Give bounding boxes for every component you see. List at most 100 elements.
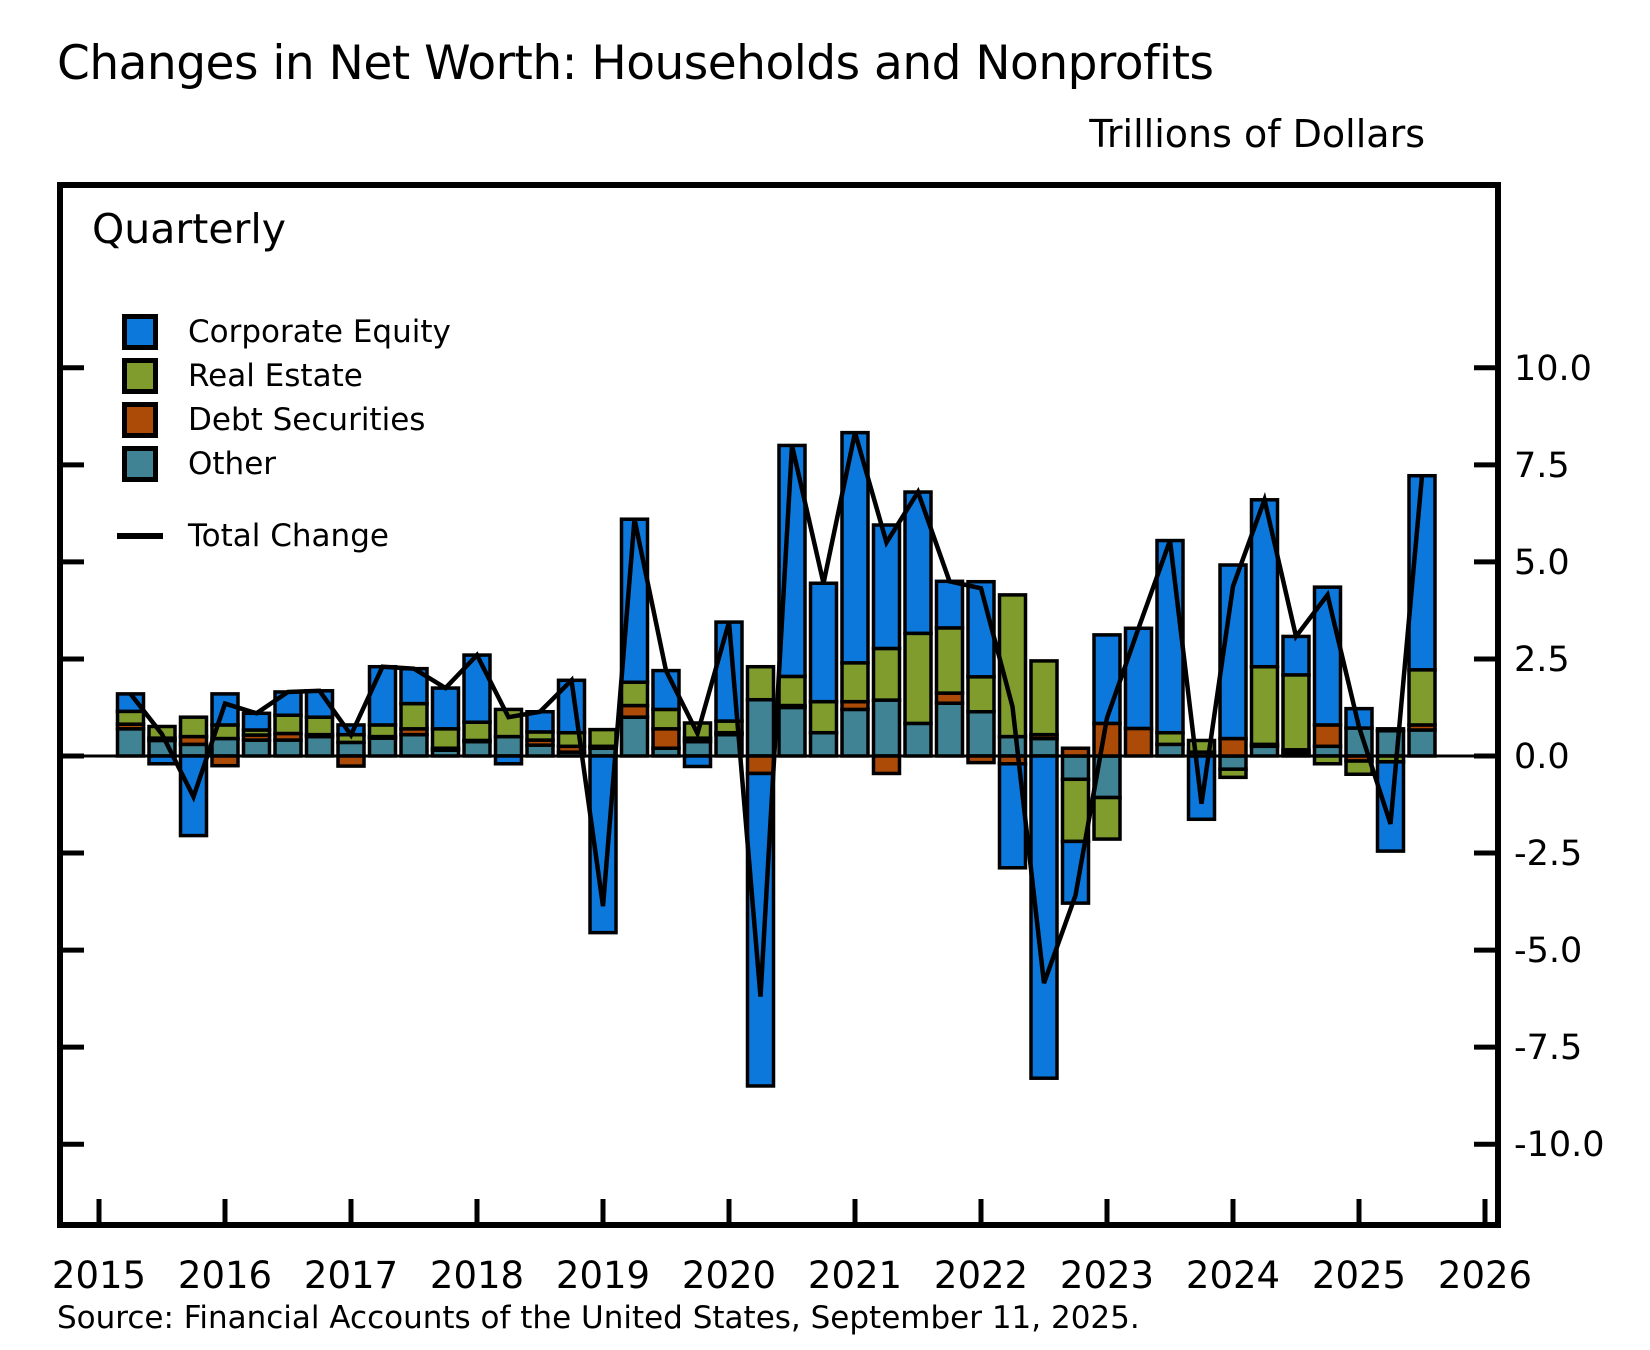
frequency-label: Quarterly (92, 205, 287, 253)
total-change-line (128, 432, 1425, 997)
bar-segment (115, 727, 146, 758)
bar-segment (1218, 767, 1248, 780)
bar-segment (367, 664, 398, 727)
y-tick-label: 5.0 (1514, 543, 1570, 583)
bar-segment (304, 715, 335, 737)
bar-segment (1123, 626, 1154, 731)
y-tick-label: -10.0 (1514, 1125, 1605, 1165)
bar-segment (619, 715, 650, 758)
bar-segment (367, 736, 398, 758)
x-tick-label: 2026 (1438, 1254, 1532, 1297)
x-tick-label: 2020 (682, 1254, 776, 1297)
bar-segment (1375, 760, 1406, 853)
bar-segment (745, 771, 776, 1088)
bar-segment (651, 727, 681, 750)
y-tick-label: 2.5 (1514, 640, 1570, 680)
bar-segment (808, 581, 839, 704)
y-tick-label: -7.5 (1514, 1028, 1582, 1068)
bar-segment (966, 709, 996, 758)
bar-segment (777, 674, 807, 708)
bar-segment (1029, 736, 1059, 758)
x-tick-label: 2024 (1186, 1254, 1280, 1297)
bar-segment (336, 754, 366, 768)
bar-segment (777, 705, 807, 758)
bar-segment (808, 699, 839, 735)
bar-segment (997, 734, 1028, 758)
x-tick-label: 2018 (430, 1254, 524, 1297)
bar-segment (1407, 668, 1437, 727)
bar-segment (934, 579, 965, 630)
bar-segment (1092, 795, 1122, 841)
bar-segment (840, 707, 870, 758)
bar-segment (1281, 634, 1311, 677)
bar-segment (241, 738, 272, 758)
bar-segment (430, 686, 461, 731)
bar-segment (934, 701, 965, 758)
bar-segment (651, 707, 681, 731)
bar-segment (588, 727, 618, 749)
legend-item-label: Corporate Equity (188, 314, 451, 350)
corporate-equity-swatch-icon (122, 314, 158, 350)
bar-segment (462, 720, 492, 743)
y-tick-label: 0.0 (1514, 737, 1570, 777)
bar-segment (871, 646, 902, 702)
x-tick-label: 2025 (1312, 1254, 1406, 1297)
bar-segment (966, 675, 996, 714)
bar-segment (682, 739, 713, 758)
bar-segment (1218, 736, 1248, 758)
bar-segment (399, 732, 429, 758)
bar-segment (304, 734, 335, 758)
bar-segment (1218, 754, 1248, 771)
legend-item-other: Other (122, 442, 451, 486)
legend-item-real-estate: Real Estate (122, 354, 451, 398)
legend-item-debt-securities: Debt Securities (122, 398, 451, 442)
bar-segment (745, 754, 776, 776)
page-title: Changes in Net Worth: Households and Non… (57, 36, 1214, 91)
y-tick-label: -2.5 (1514, 834, 1582, 874)
bar-segment (808, 730, 839, 758)
bar-segment (1029, 659, 1059, 737)
bar-segment (619, 680, 650, 708)
bar-segment (1186, 738, 1217, 754)
x-tick-label: 2015 (52, 1254, 146, 1297)
bar-segment (871, 754, 902, 776)
bar-segment (934, 626, 965, 695)
bar-segment (745, 697, 776, 758)
bar-segment (1092, 633, 1122, 726)
x-tick-label: 2023 (1060, 1254, 1154, 1297)
bar-segment (1123, 726, 1154, 758)
legend-item-corporate-equity: Corporate Equity (122, 310, 451, 354)
bar-segment (493, 734, 524, 758)
legend-item-label: Other (188, 446, 277, 482)
bar-segment (1312, 723, 1343, 749)
bar-segment (241, 711, 272, 732)
debt-securities-swatch-icon (122, 402, 158, 438)
bar-segment (178, 715, 209, 739)
bar-segment (745, 664, 776, 702)
y-tick-label: 10.0 (1514, 349, 1592, 389)
bar-segment (430, 727, 461, 750)
source-note: Source: Financial Accounts of the United… (57, 1300, 1140, 1336)
bar-segment (399, 701, 429, 731)
bar-segment (462, 739, 492, 758)
x-tick-label: 2022 (934, 1254, 1028, 1297)
x-tick-label: 2017 (304, 1254, 398, 1297)
bar-segment (273, 713, 303, 736)
plot-frame (57, 182, 1501, 1228)
real-estate-swatch-icon (122, 358, 158, 394)
bar-segment (336, 740, 366, 758)
bar-segment (210, 736, 240, 758)
bar-segment (1155, 538, 1185, 735)
y-tick-label: 7.5 (1514, 446, 1570, 486)
legend: Corporate Equity Real Estate Debt Securi… (117, 310, 451, 558)
y-axis-units-label: Trillions of Dollars (1089, 112, 1425, 156)
bar-segment (115, 709, 146, 726)
y-tick-label: -5.0 (1514, 931, 1582, 971)
bar-segment (903, 631, 933, 726)
bar-segment (903, 721, 933, 758)
bar-segment (682, 754, 713, 769)
x-tick-label: 2016 (178, 1254, 272, 1297)
bar-segment (871, 698, 902, 758)
